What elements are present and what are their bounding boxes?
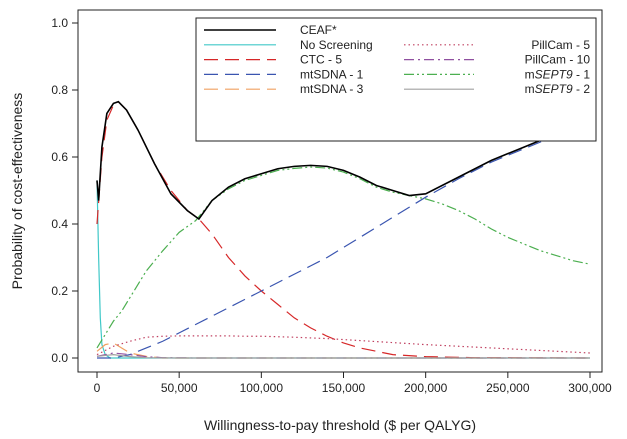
legend-label-6: PillCam - 10: [525, 53, 591, 67]
series-line-0: [96, 100, 591, 221]
y-tick-label: 0.6: [51, 150, 68, 164]
legend-label-5: PillCam - 5: [531, 38, 590, 52]
legend-label-0: CEAF*: [300, 23, 337, 37]
x-tick-label: 250,000: [486, 381, 530, 395]
y-axis: 0.0 0.2 0.4 0.6 0.8 1.0: [51, 16, 78, 365]
legend-label-4: mtSDNA - 3: [300, 82, 364, 96]
x-tick-label: 300,000: [568, 381, 612, 395]
series-line-7: [96, 166, 591, 349]
series-line-8: [96, 354, 590, 359]
series-line-6: [96, 352, 590, 359]
series-line-1: [96, 180, 590, 359]
x-axis: 0 50,000 100,000 150,000 200,000 250,000 300,0…: [94, 372, 612, 395]
y-axis-label: Probability of cost-effectiveness: [9, 93, 25, 290]
legend-box: [195, 17, 597, 142]
x-tick-label: 200,000: [404, 381, 448, 395]
y-tick-label: 0.4: [51, 217, 68, 231]
x-axis-label: Willingness-to-pay threshold ($ per QALY…: [204, 417, 476, 433]
x-tick-label: 0: [94, 381, 101, 395]
x-tick-label: 150,000: [322, 381, 366, 395]
plot-frame: [77, 9, 603, 373]
plot-area: [77, 9, 603, 373]
series-line-4: [96, 342, 590, 359]
x-tick-label: 100,000: [240, 381, 284, 395]
legend-label-1: No Screening: [300, 38, 373, 52]
legend-label-8: mSEPT9 - 2: [525, 82, 591, 96]
y-tick-label: 0.0: [51, 351, 68, 365]
y-tick-label: 0.2: [51, 284, 68, 298]
series-line-3: [97, 121, 591, 359]
y-tick-label: 0.8: [51, 83, 68, 97]
y-tick-label: 1.0: [51, 16, 68, 30]
x-tick-label: 50,000: [161, 381, 198, 395]
legend-label-2: CTC - 5: [300, 53, 342, 67]
legend-label-3: mtSDNA - 1: [300, 67, 364, 81]
legend-label-7: mSEPT9 - 1: [525, 67, 591, 81]
series-line-5: [96, 335, 591, 356]
